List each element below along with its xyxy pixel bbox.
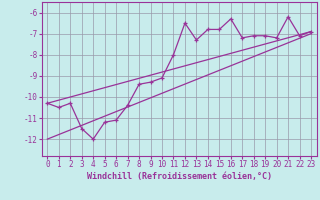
X-axis label: Windchill (Refroidissement éolien,°C): Windchill (Refroidissement éolien,°C) — [87, 172, 272, 181]
